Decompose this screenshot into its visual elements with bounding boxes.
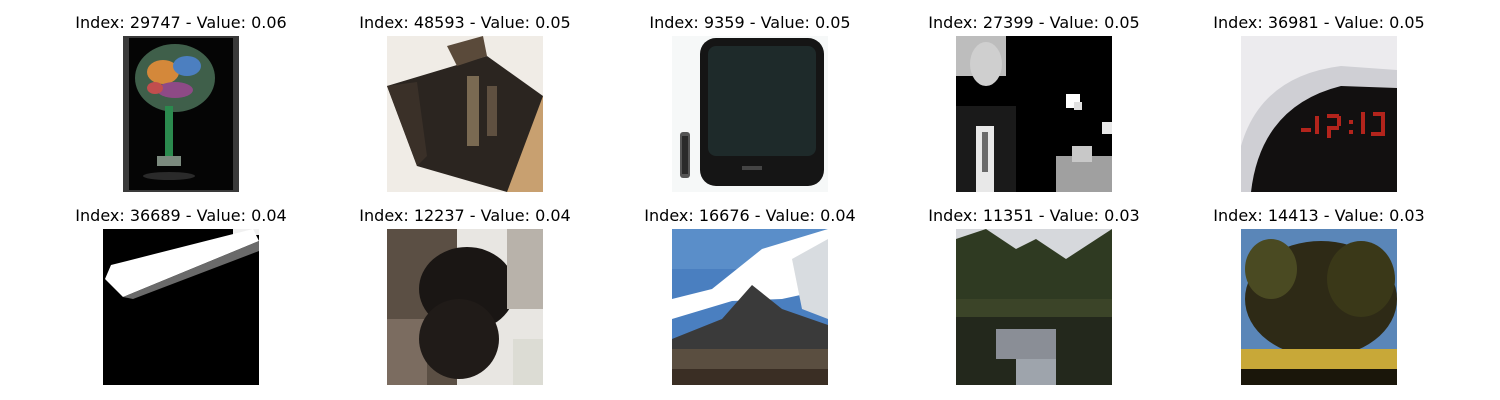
image-dark-box-object [387,36,543,192]
image-cell-5: Index: 36981 - Value: 0.05 [1199,13,1439,193]
image-alarm-clock [1241,36,1397,192]
image-goblet-sculpture [103,36,259,192]
image-title: Index: 48593 - Value: 0.05 [359,13,571,32]
image-title: Index: 27399 - Value: 0.05 [928,13,1140,32]
image-title: Index: 12237 - Value: 0.04 [359,206,571,225]
image-title: Index: 14413 - Value: 0.03 [1213,206,1425,225]
image-cell-2: Index: 48593 - Value: 0.05 [345,13,585,193]
image-cell-4: Index: 27399 - Value: 0.05 [914,13,1154,193]
image-title: Index: 11351 - Value: 0.03 [928,206,1140,225]
image-cell-8: Index: 16676 - Value: 0.04 [630,206,870,386]
image-lake-forest [956,229,1112,385]
image-crt-television [672,36,828,192]
image-cell-6: Index: 36689 - Value: 0.04 [61,206,301,386]
image-title: Index: 36981 - Value: 0.05 [1213,13,1425,32]
image-cell-7: Index: 12237 - Value: 0.04 [345,206,585,386]
image-cell-10: Index: 14413 - Value: 0.03 [1199,206,1439,386]
image-mountain-landscape [672,229,828,385]
image-title: Index: 16676 - Value: 0.04 [644,206,856,225]
image-cell-3: Index: 9359 - Value: 0.05 [630,13,870,193]
image-man-in-suit [956,36,1112,192]
image-cell-9: Index: 11351 - Value: 0.03 [914,206,1154,386]
image-black-animal [387,229,543,385]
image-title: Index: 36689 - Value: 0.04 [75,206,287,225]
image-title: Index: 9359 - Value: 0.05 [649,13,851,32]
image-tree-field [1241,229,1397,385]
image-title: Index: 29747 - Value: 0.06 [75,13,287,32]
image-white-streak [103,229,259,385]
image-cell-1: Index: 29747 - Value: 0.06 [61,13,301,193]
